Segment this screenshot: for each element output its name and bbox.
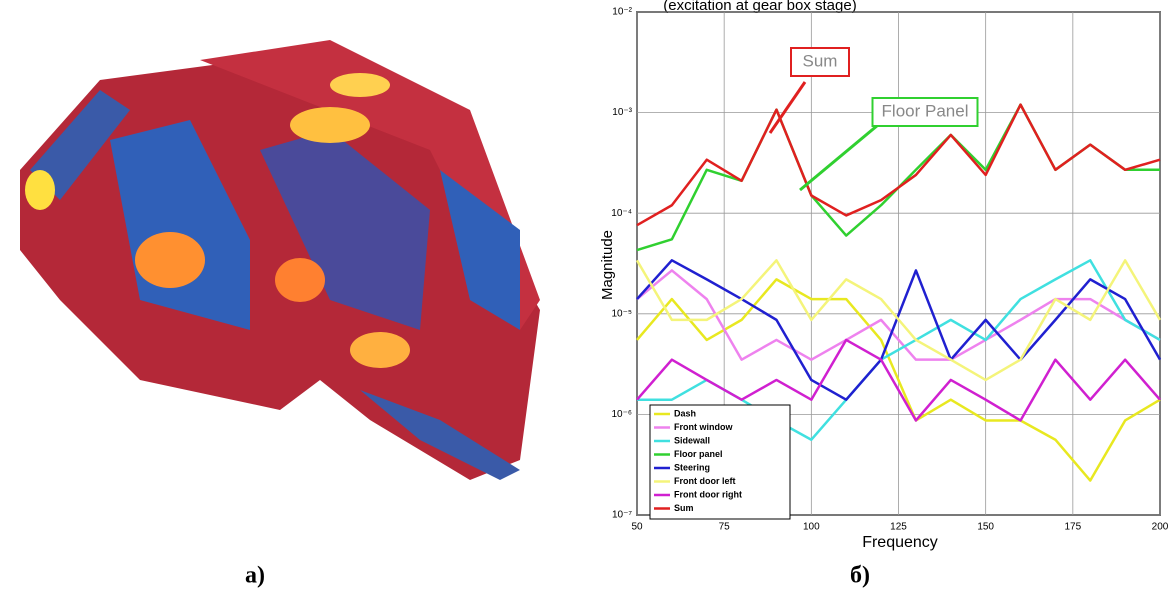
x-tick-label: 150 [977, 522, 994, 533]
legend-label: Sum [674, 503, 694, 513]
y-tick-label: 10⁻³ [612, 107, 632, 118]
y-tick-label: 10⁻⁵ [611, 308, 632, 319]
legend-label: Sidewall [674, 435, 710, 445]
x-tick-label: 75 [719, 522, 731, 533]
legend-label: Front door right [674, 489, 742, 499]
legend-label: Front window [674, 422, 733, 432]
y-tick-label: 10⁻² [612, 7, 632, 18]
x-tick-label: 50 [631, 522, 643, 533]
legend-label: Steering [674, 462, 710, 472]
car-body-render [20, 40, 540, 480]
caption: а) [245, 563, 265, 589]
caption: б) [850, 563, 870, 589]
y-tick-label: 10⁻⁷ [612, 510, 632, 521]
x-tick-label: 100 [803, 522, 820, 533]
y-axis-label: Magnitude [599, 230, 616, 300]
y-tick-label: 10⁻⁶ [611, 409, 632, 420]
x-tick-label: 175 [1064, 522, 1081, 533]
annotation: Sum [803, 51, 838, 70]
legend-label: Front door left [674, 476, 736, 486]
x-tick-label: 125 [890, 522, 907, 533]
legend-label: Floor panel [674, 449, 723, 459]
figure: а) б) (excitation at gear box stage) Fre… [0, 0, 1173, 589]
x-tick-label: 200 [1152, 522, 1169, 533]
y-tick-label: 10⁻⁴ [611, 208, 632, 219]
x-axis-label: Frequency [862, 534, 938, 551]
legend-label: Dash [674, 408, 696, 418]
annotation: Floor Panel [882, 101, 969, 120]
